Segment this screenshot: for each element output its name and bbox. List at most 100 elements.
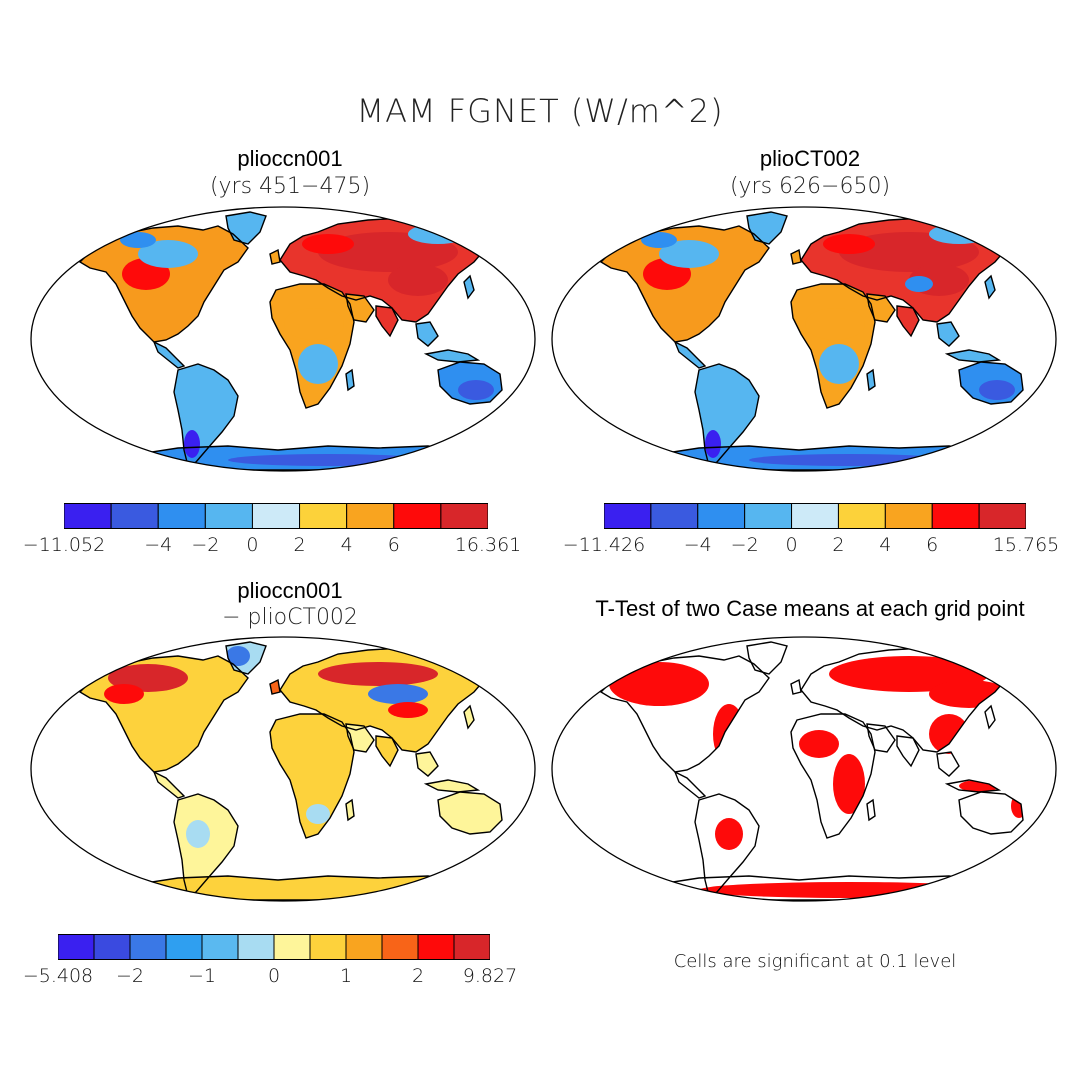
field-patch (959, 780, 999, 792)
panel-1-map (30, 206, 536, 472)
coastline-australia (437, 791, 503, 835)
coastline-india (375, 305, 399, 338)
colorbar-swatch (251, 503, 301, 529)
colorbar-tick-label: −1 (187, 965, 217, 987)
field-patch (659, 240, 719, 268)
coastline-greenland (746, 211, 788, 245)
field-patch (805, 308, 865, 340)
coastline-northAmerica (78, 655, 249, 773)
field-patch (819, 344, 859, 384)
colorbar-tick-label: −4 (683, 534, 712, 556)
coastline-indonesia (423, 779, 481, 793)
coastline-southAmerica (173, 363, 239, 468)
field-patch (104, 684, 144, 704)
coastline-centralAm (673, 770, 707, 799)
field-patch (208, 879, 448, 893)
colorbar-swatch (884, 503, 933, 529)
coastline-india (375, 735, 399, 768)
colorbar-swatch (697, 503, 746, 529)
land-africa (270, 714, 354, 838)
field-patch (388, 264, 448, 296)
coastline-japan (984, 274, 996, 300)
land-nz (514, 830, 522, 846)
coastline-greenland (225, 641, 267, 675)
colorbar-tick-label: 0 (785, 534, 798, 556)
panel-3-subtitle: − plioCT002 (222, 605, 358, 630)
panel-1-subtitle: (yrs 451−475) (209, 174, 371, 199)
colorbar-swatch (837, 503, 886, 529)
coastline-seAsia (415, 751, 439, 777)
land-indonesia (426, 780, 478, 792)
coastline-africa (790, 713, 876, 839)
panel-4-title: T-Test of two Case means at each grid po… (595, 596, 1025, 621)
coastline-seAsia (936, 751, 960, 777)
land-seAsia (416, 752, 438, 776)
map-frame (551, 206, 1057, 472)
field-patch (979, 380, 1015, 400)
colorbar-swatch (604, 503, 652, 529)
coastline-japan (463, 274, 475, 300)
panel-2-subtitle: (yrs 626−650) (729, 174, 891, 199)
colorbar-swatch (299, 503, 348, 529)
colorbar-tick-label: 2 (832, 534, 845, 556)
colorbar-swatch (110, 503, 159, 529)
coastline-indonesia (944, 349, 1002, 363)
colorbar-tick-label: 2 (293, 534, 306, 556)
coastline-eurasia (800, 647, 1008, 753)
coastline-arabia (345, 723, 375, 753)
coastline-arabia (866, 293, 896, 323)
coastline-southAmerica (173, 793, 239, 898)
coastline-northAmerica (78, 225, 249, 343)
colorbar-swatch (273, 934, 311, 960)
coastline-madagascar (866, 368, 876, 392)
colorbar-tick-label: 9.827 (462, 965, 518, 987)
coastline-eurasia (800, 217, 1008, 323)
coastline-india (896, 305, 920, 338)
colorbar-swatch (237, 934, 275, 960)
field-patch (705, 430, 721, 458)
panel-1-title: plioccn001 (237, 146, 343, 171)
colorbar-swatch (393, 503, 442, 529)
colorbar-tick-label: −4 (144, 534, 173, 556)
land-australia (959, 792, 1023, 834)
colorbar-swatch (309, 934, 347, 960)
colorbar-tick-label: 0 (246, 534, 259, 556)
coastline-australia (958, 791, 1024, 835)
colorbar-tick-label: −11.052 (22, 534, 106, 556)
field-patch (284, 308, 344, 340)
coastline-africa (790, 283, 876, 409)
field-patch (713, 704, 745, 764)
land-centralAm (675, 772, 705, 798)
colorbar-tick-label: 1 (339, 965, 353, 987)
coastline-australia (437, 361, 503, 405)
significance-note: Cells are significant at 0.1 level (673, 951, 957, 972)
field-patch (186, 820, 210, 848)
field-patch (388, 702, 428, 718)
coastline-greenland (225, 211, 267, 245)
colorbar-swatch (58, 934, 95, 960)
field-patch (306, 804, 330, 824)
colorbar-tick-label: 6 (926, 534, 939, 556)
panel-3-colorbar-labels: −5.408 −2 −1 0 1 2 9.827 (23, 965, 517, 989)
land-india (376, 306, 398, 336)
coastline-seAsia (936, 321, 960, 347)
coastline-madagascar (866, 798, 876, 822)
field-patch (699, 882, 999, 898)
coastline-eurasia (279, 217, 487, 323)
land-nz (1035, 400, 1043, 416)
land-nz (1035, 830, 1043, 846)
map-frame (551, 636, 1057, 902)
field-patch (833, 754, 865, 814)
coastline-northAmerica (599, 655, 770, 773)
coastline-centralAm (673, 340, 707, 369)
coastline-africa (269, 283, 355, 409)
coastline-seAsia (415, 321, 439, 347)
colorbar-tick-label: 4 (879, 534, 892, 556)
colorbar-tick-label: 0 (267, 965, 281, 987)
map-frame (30, 206, 536, 472)
coastline-uk (790, 248, 802, 265)
colorbar-swatch (345, 934, 383, 960)
panel-3-map (30, 636, 536, 902)
coastline-greenland (746, 641, 788, 675)
land-centralAm (675, 342, 705, 368)
